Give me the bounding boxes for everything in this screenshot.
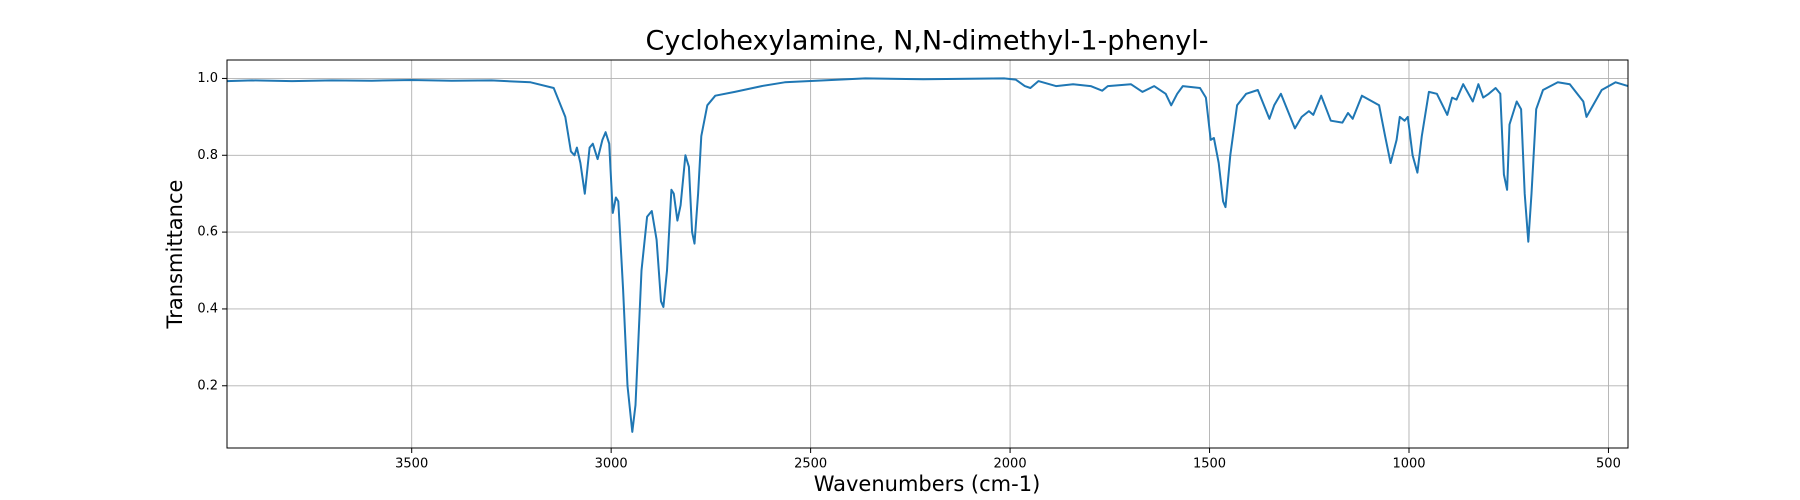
x-tick-label: 3000 [595,457,628,472]
y-tick-label: 1.0 [197,71,218,86]
x-tick-label: 2000 [994,457,1027,472]
plot-frame [226,59,1629,449]
x-tick-label: 3500 [395,457,428,472]
spectrum-line [226,77,1629,433]
y-tick-label: 0.6 [197,225,218,240]
chart-title: Cyclohexylamine, N,N-dimethyl-1-phenyl- [646,26,1209,57]
y-tick-label: 0.4 [197,301,218,316]
x-tick-label: 1500 [1193,457,1226,472]
x-tick-label: 2500 [794,457,827,472]
x-tick-label: 1000 [1392,457,1425,472]
y-axis-label: Transmittance [163,180,187,330]
y-tick-label: 0.8 [197,148,218,163]
x-tick-label: 500 [1596,457,1621,472]
y-tick-label: 0.2 [197,378,218,393]
x-axis-label: Wavenumbers (cm-1) [814,472,1041,496]
